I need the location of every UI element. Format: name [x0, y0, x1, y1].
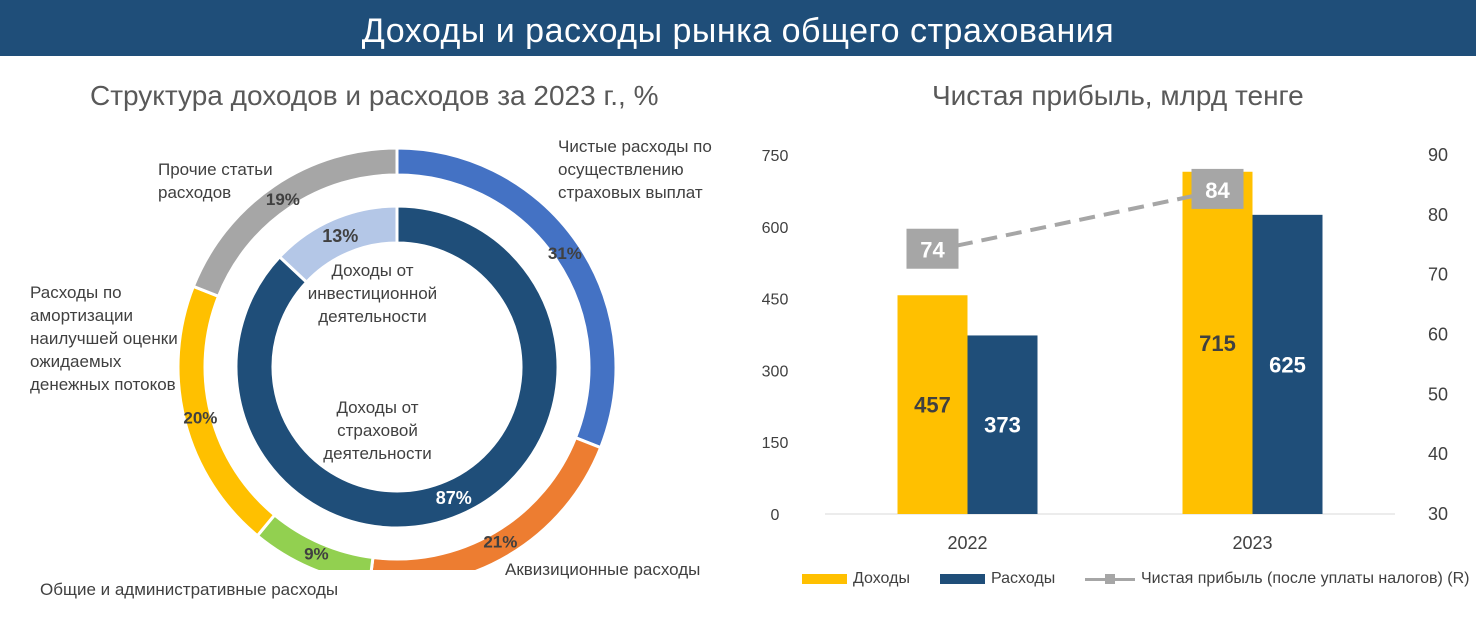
y2-tick-90: 90 — [1428, 145, 1448, 165]
donut-label-outer-4: 19% — [266, 190, 300, 209]
y-tick-600: 600 — [762, 220, 789, 237]
donut-slice-inner-1 — [277, 204, 399, 285]
label-admin: Общие и административные расходы — [40, 580, 339, 599]
donut-label-outer-0: 31% — [548, 244, 582, 263]
y-tick-150: 150 — [762, 435, 789, 452]
label-acquisition: Аквизиционные расходы — [505, 560, 701, 579]
profit-point-2022 — [906, 228, 959, 269]
donut-slice-outer-4 — [191, 146, 399, 299]
y-tick-300: 300 — [762, 363, 789, 380]
y2-tick-60: 60 — [1428, 325, 1448, 345]
legend-income-label: Доходы — [853, 570, 910, 587]
y2-tick-80: 80 — [1428, 205, 1448, 225]
legend-income: Доходы — [802, 570, 910, 588]
x-tick-2023: 2023 — [1232, 533, 1272, 553]
legend-expense-swatch — [940, 574, 985, 584]
donut-label-outer-1: 21% — [483, 533, 517, 552]
bar-income-2022 — [897, 295, 968, 514]
legend-profit: Чистая прибыль (после уплаты налогов) (R… — [1085, 570, 1469, 588]
label-investment: Доходы от инвестиционной деятельности — [307, 261, 438, 326]
donut-chart-title: Структура доходов и расходов за 2023 г.,… — [90, 80, 659, 111]
x-tick-2022: 2022 — [947, 533, 987, 553]
y-tick-450: 450 — [762, 292, 789, 309]
y2-tick-70: 70 — [1428, 265, 1448, 285]
y2-tick-30: 30 — [1428, 504, 1448, 524]
y2-tick-50: 50 — [1428, 384, 1448, 404]
profit-point-2023 — [1191, 168, 1244, 209]
bar-expense-2022 — [967, 335, 1038, 514]
label-claims: Чистые расходы по осуществлению страховы… — [558, 137, 712, 202]
donut-slice-inner-0 — [234, 204, 560, 530]
y-tick-750: 750 — [762, 148, 789, 165]
donut-label-outer-2: 9% — [304, 544, 329, 563]
bar-value-expense-2023: 625 — [1269, 352, 1306, 377]
bar-expense-2023 — [1252, 214, 1323, 514]
profit-value-2023: 84 — [1205, 178, 1230, 203]
donut-label-inner-1: 13% — [322, 226, 358, 246]
y2-tick-40: 40 — [1428, 444, 1448, 464]
donut-label-outer-3: 20% — [183, 408, 217, 427]
donut-slice-outer-1 — [369, 435, 603, 570]
donut-label-inner-0: 87% — [436, 488, 472, 508]
bar-chart-title: Чистая прибыль, млрд тенге — [932, 80, 1304, 111]
bar-value-expense-2022: 373 — [984, 413, 1021, 438]
label-insurance: Доходы от страховой деятельности — [323, 398, 432, 463]
legend-expense: Расходы — [940, 570, 1055, 588]
profit-line — [932, 188, 1218, 253]
legend-profit-swatch — [1085, 573, 1135, 584]
label-other: Прочие статьи расходов — [158, 160, 273, 202]
profit-value-2022: 74 — [920, 238, 945, 263]
legend-income-swatch — [802, 574, 847, 584]
legend-profit-label: Чистая прибыль (после уплаты налогов) (R… — [1141, 570, 1470, 587]
page-banner: Доходы и расходы рынка общего страховани… — [0, 0, 1476, 56]
bar-value-income-2023: 715 — [1199, 331, 1236, 356]
legend-expense-label: Расходы — [991, 570, 1056, 587]
y-tick-0: 0 — [771, 507, 780, 524]
bar-value-income-2022: 457 — [914, 393, 951, 418]
donut-chart: 31% 21% 9% 20% 19% 87% 13% — [176, 146, 618, 570]
bar-income-2023 — [1182, 171, 1253, 514]
label-amortization: Расходы по амортизации наилучшей оценки … — [30, 283, 178, 394]
bar-chart: 0 150 300 450 600 750 30 40 50 60 70 80 90 457 373 2022… — [762, 145, 1448, 553]
